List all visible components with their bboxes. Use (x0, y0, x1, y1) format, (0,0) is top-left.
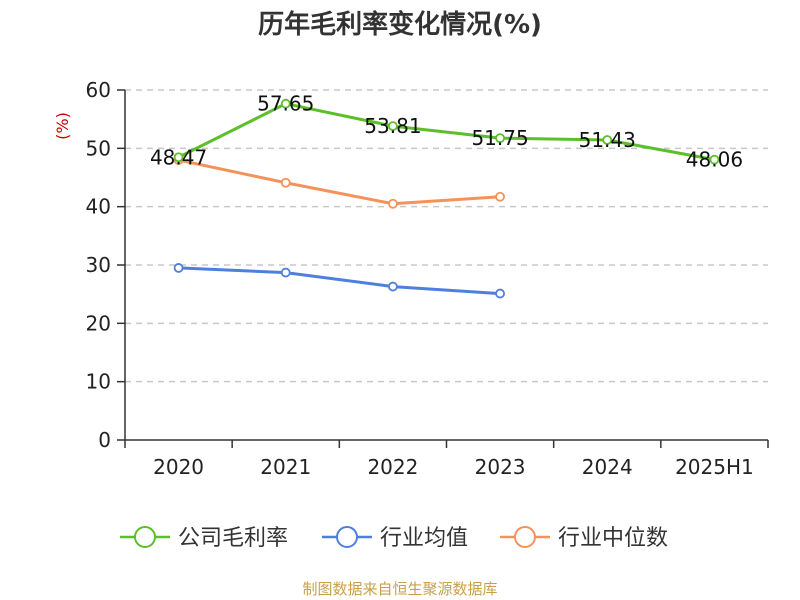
data-label-layer: 48.47 57.65 53.81 51.75 51.43 48.06 (150, 92, 743, 172)
y-tick-label: 10 (86, 370, 111, 394)
y-tick-label: 20 (86, 311, 111, 335)
legend-item: 行业均值 (322, 526, 468, 551)
data-point (602, 135, 613, 145)
legend-item: 行业中位数 (500, 526, 668, 551)
data-label: 51.43 (579, 128, 636, 152)
data-point (495, 288, 505, 299)
x-tick-label: 2025H1 (675, 455, 754, 479)
data-label: 48.06 (686, 148, 743, 172)
data-label: 48.47 (150, 145, 207, 169)
y-tick-label: 0 (98, 428, 111, 452)
legend-marker (336, 526, 358, 548)
legend: 公司毛利率 行业均值 行业中位数 (120, 526, 668, 551)
data-point (709, 154, 720, 165)
series-line-0 (177, 102, 715, 162)
data-point (280, 267, 291, 278)
legend-label: 行业中位数 (558, 526, 668, 551)
axis-layer: 0 10 20 30 40 50 60 2020 2021 2022 2023 2024 2025H1 (… (53, 78, 769, 479)
data-label: 53.81 (364, 114, 421, 138)
y-tick-label: 60 (86, 78, 111, 102)
chart-title: 历年毛利率变化情况(%) (258, 10, 542, 40)
series-line-2 (178, 158, 501, 206)
y-tick-label: 40 (86, 195, 111, 219)
data-point (495, 191, 505, 202)
grid-layer (125, 89, 768, 383)
source-note: 制图数据来自恒生聚源数据库 (302, 580, 498, 598)
legend-marker (514, 526, 536, 548)
data-point (173, 152, 184, 163)
x-tick-label: 2022 (367, 455, 418, 479)
data-label: 57.65 (257, 92, 314, 116)
x-tick-label: 2021 (260, 455, 311, 479)
legend-marker (134, 526, 156, 548)
x-tick-label: 2020 (153, 455, 204, 479)
data-point (388, 198, 398, 209)
data-point (173, 263, 184, 273)
legend-label: 行业均值 (380, 526, 468, 551)
data-label: 51.75 (471, 126, 528, 150)
legend-item: 公司毛利率 (120, 526, 288, 551)
legend-label: 公司毛利率 (178, 526, 288, 551)
y-tick-label: 50 (86, 136, 111, 160)
data-point (495, 133, 505, 144)
y-tick-label: 30 (86, 253, 111, 277)
x-tick-label: 2023 (475, 455, 526, 479)
y-axis-unit-label: (%) (53, 112, 72, 140)
series-layer (173, 98, 720, 299)
data-point (388, 121, 398, 132)
x-tick-label: 2024 (582, 455, 633, 479)
data-point (280, 177, 291, 188)
series-line-1 (178, 266, 501, 296)
data-point (280, 98, 291, 109)
data-point (388, 281, 398, 292)
